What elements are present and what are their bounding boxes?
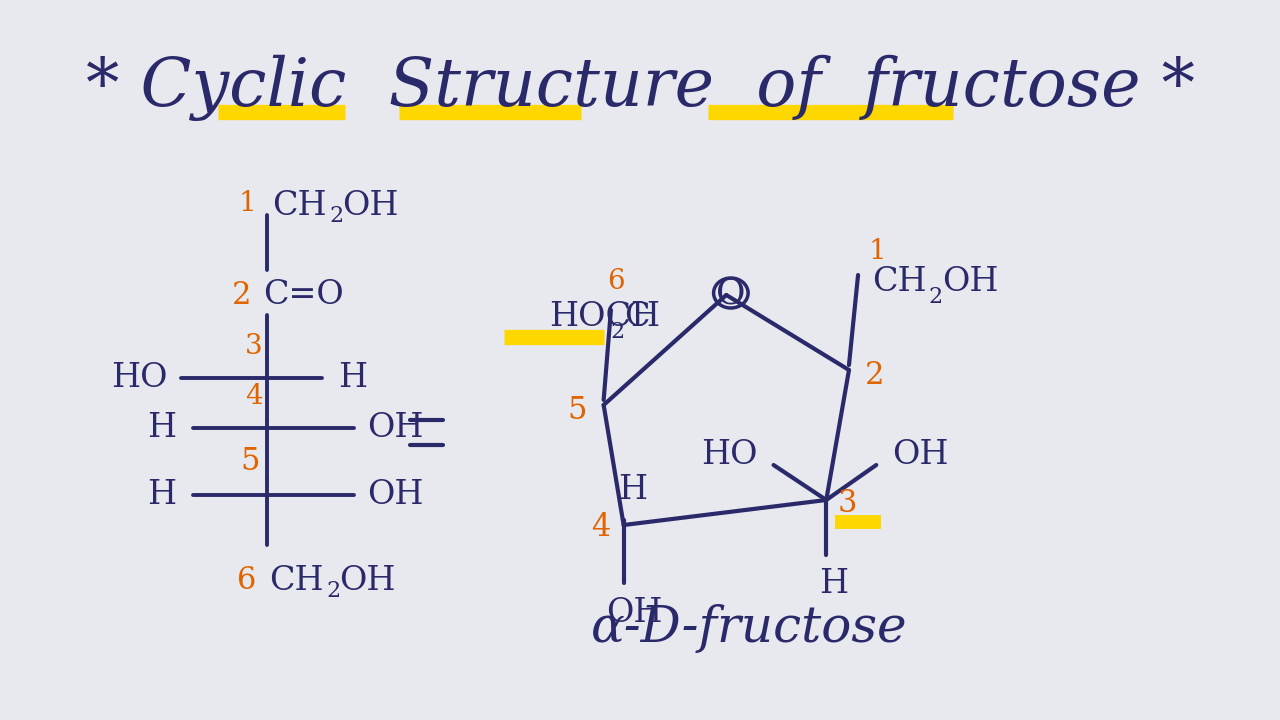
Text: 3: 3: [246, 333, 262, 360]
Text: OH: OH: [942, 266, 998, 298]
Text: 5: 5: [241, 446, 260, 477]
Text: 2: 2: [865, 359, 884, 390]
Text: 6: 6: [608, 268, 625, 295]
Text: * Cyclic  Structure  of  fructose *: * Cyclic Structure of fructose *: [86, 55, 1194, 121]
Text: OH: OH: [892, 439, 948, 471]
Text: 1: 1: [239, 190, 256, 217]
Text: HOCH: HOCH: [549, 301, 660, 333]
Text: H: H: [147, 412, 177, 444]
Text: OH: OH: [342, 190, 398, 222]
Text: OH: OH: [607, 597, 663, 629]
Text: 2: 2: [329, 205, 343, 227]
Text: H: H: [618, 474, 648, 506]
Text: CH: CH: [269, 565, 324, 597]
Text: HO: HO: [701, 439, 758, 471]
Text: OH: OH: [367, 412, 424, 444]
Text: 6: 6: [237, 565, 256, 596]
Text: CH: CH: [872, 266, 927, 298]
Text: C=O: C=O: [262, 279, 344, 311]
Text: 5: 5: [568, 395, 588, 426]
Text: OH: OH: [339, 565, 396, 597]
Text: HO: HO: [111, 362, 168, 394]
Text: OH: OH: [367, 479, 424, 511]
Text: C: C: [623, 301, 649, 333]
Text: 2: 2: [611, 321, 625, 343]
Text: 2: 2: [232, 279, 251, 310]
Text: 3: 3: [837, 487, 856, 518]
Text: 1: 1: [869, 238, 887, 265]
Text: O: O: [716, 276, 746, 310]
Text: 2: 2: [929, 286, 943, 308]
Text: 4: 4: [591, 513, 611, 544]
Text: 4: 4: [246, 383, 262, 410]
Text: H: H: [147, 479, 177, 511]
Text: α-D-fructose: α-D-fructose: [590, 603, 908, 653]
Text: H: H: [338, 362, 367, 394]
Text: 2: 2: [326, 580, 340, 602]
Text: CH: CH: [273, 190, 326, 222]
Text: H: H: [819, 568, 849, 600]
